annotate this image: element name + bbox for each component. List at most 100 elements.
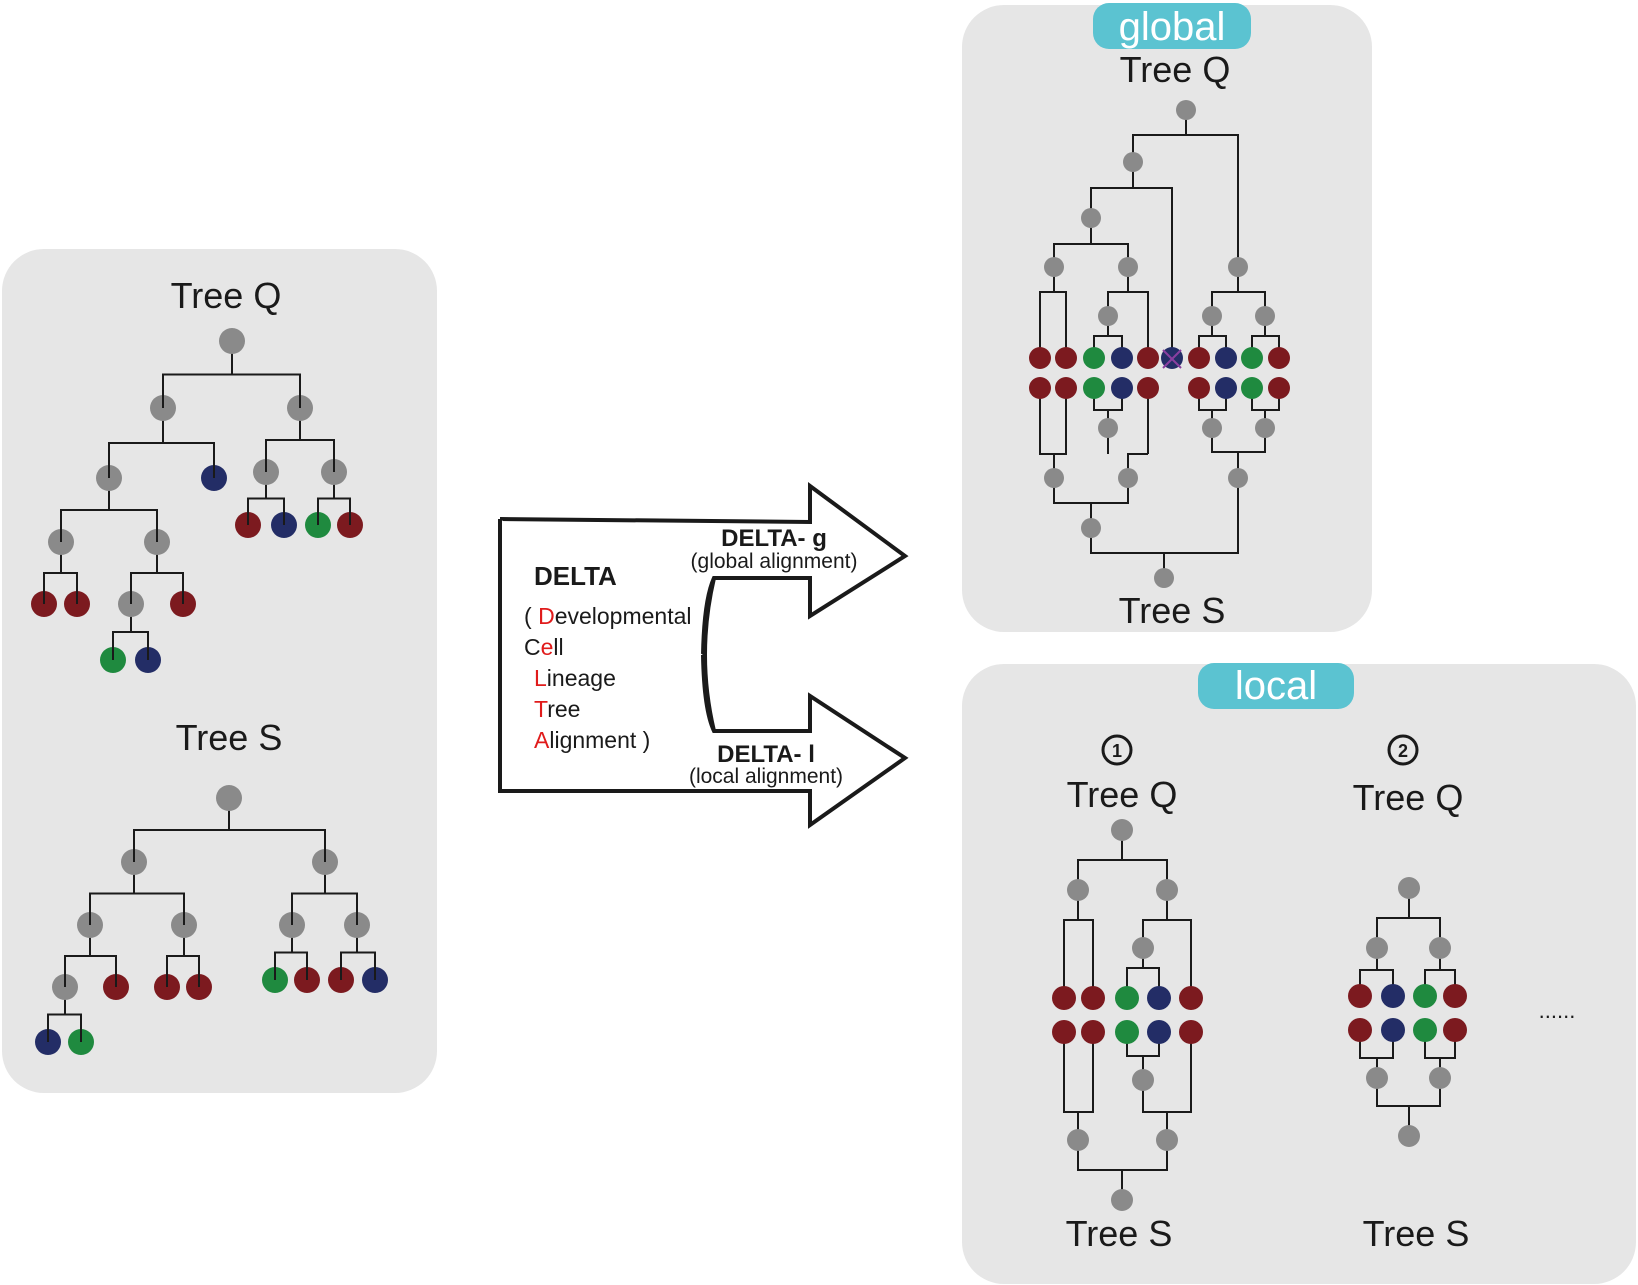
tree-edge	[1132, 134, 1239, 267]
internal-node	[1398, 1125, 1420, 1147]
internal-node	[1154, 568, 1174, 588]
delta-l-description: (local alignment)	[689, 765, 843, 788]
green-cell-node	[1413, 1018, 1437, 1042]
internal-node	[1081, 518, 1101, 538]
red-cell-node	[1137, 347, 1159, 369]
global-tree-s-label: Tree S	[1119, 590, 1226, 631]
panel-background	[962, 5, 1372, 632]
tree-edge	[130, 572, 184, 604]
acronym-line: Cell	[524, 634, 564, 660]
blue-cell-node	[1147, 986, 1171, 1010]
local-badge	[1198, 663, 1354, 709]
delta-l-label: DELTA- l	[717, 741, 815, 768]
tree-edge	[162, 373, 301, 408]
red-cell-node	[1055, 377, 1077, 399]
global-badge-text: global	[1119, 5, 1226, 49]
global-badge	[1093, 3, 1251, 49]
tree-edge	[1376, 917, 1441, 948]
internal-node	[216, 785, 242, 811]
delta-g-label: DELTA- g	[721, 525, 827, 552]
global-tree-q-label: Tree Q	[1120, 49, 1231, 90]
alignment-2-number-icon	[1387, 734, 1419, 766]
delta-title: DELTA	[534, 561, 617, 591]
tree-edge	[64, 955, 117, 987]
tree-edge	[47, 1013, 82, 1042]
internal-node	[1098, 418, 1118, 438]
global-alignment-panel: global Tree Q Tree S	[962, 3, 1372, 632]
blue-cell-node	[1215, 377, 1237, 399]
internal-node	[1118, 468, 1138, 488]
red-cell-node	[1268, 347, 1290, 369]
internal-node	[1067, 1129, 1089, 1151]
internal-node	[1176, 100, 1196, 120]
unmatched-cell-cross-icon	[1162, 349, 1182, 369]
red-cell-node	[1081, 986, 1105, 1010]
red-cell-node	[1179, 986, 1203, 1010]
internal-node	[1067, 879, 1089, 901]
tree-edge	[1090, 187, 1173, 358]
local-alignment-panel: local 1 2 Tree Q Tree Q Tree S Tree S ..…	[962, 663, 1636, 1284]
internal-node	[1156, 1129, 1178, 1151]
blue-cell-node	[1381, 984, 1405, 1008]
panel-background	[2, 249, 437, 1093]
tree-edge	[89, 892, 185, 925]
red-cell-node	[1188, 377, 1210, 399]
internal-node	[1228, 257, 1248, 277]
local-badge-text: local	[1235, 664, 1317, 708]
red-cell-node	[1179, 1020, 1203, 1044]
red-cell-node	[1348, 984, 1372, 1008]
blue-cell-node	[1111, 347, 1133, 369]
internal-node	[1366, 1067, 1388, 1089]
internal-node	[1044, 468, 1064, 488]
green-cell-node	[1083, 347, 1105, 369]
internal-node	[1132, 937, 1154, 959]
tree-edge	[1063, 919, 1094, 998]
red-cell-node	[1443, 984, 1467, 1008]
tree-edge	[1039, 291, 1067, 358]
internal-node	[1132, 1069, 1154, 1091]
red-cell-node	[1188, 347, 1210, 369]
internal-node	[1398, 877, 1420, 899]
tree-edge	[166, 955, 200, 987]
acronym-line: Lineage	[534, 665, 616, 691]
red-cell-node	[1137, 377, 1159, 399]
green-cell-node	[1083, 377, 1105, 399]
tree-edge	[43, 572, 78, 604]
tree-edge	[1126, 967, 1160, 998]
internal-node	[1123, 152, 1143, 172]
red-cell-node	[1348, 1018, 1372, 1042]
internal-node	[1098, 306, 1118, 326]
left-tree-s-label: Tree S	[176, 717, 283, 758]
acronym-line: Alignment )	[534, 727, 650, 753]
tree-edge	[1107, 291, 1149, 358]
tree-edge	[1359, 969, 1394, 996]
tree-edge	[247, 497, 285, 525]
red-cell-node	[1052, 1020, 1076, 1044]
internal-node	[1255, 418, 1275, 438]
tree-edge	[1142, 919, 1192, 998]
red-cell-node	[1268, 377, 1290, 399]
internal-node	[1081, 208, 1101, 228]
green-cell-node	[1115, 1020, 1139, 1044]
local-2-tree-q-label: Tree Q	[1353, 777, 1464, 818]
more-alignments-ellipsis: ......	[1539, 998, 1576, 1023]
internal-node	[1202, 306, 1222, 326]
local-2-tree-s-label: Tree S	[1363, 1213, 1470, 1254]
alignment-2-number: 2	[1398, 741, 1408, 761]
internal-node	[1111, 1189, 1133, 1211]
left-tree-q	[31, 328, 363, 673]
green-cell-node	[1413, 984, 1437, 1008]
tree-edge	[317, 497, 351, 525]
arrow-split-curve	[703, 577, 716, 732]
delta-arrows: DELTA ( Developmental Cell Lineage Tree Alig…	[498, 482, 909, 829]
red-cell-node	[1029, 377, 1051, 399]
global-tree-nodes	[1029, 100, 1290, 588]
delta-acronym: ( Developmental Cell Lineage Tree Alignment …	[524, 603, 692, 753]
red-cell-node	[1055, 347, 1077, 369]
blue-cell-node	[1111, 377, 1133, 399]
internal-node	[1228, 468, 1248, 488]
internal-node	[1429, 937, 1451, 959]
tree-edge	[60, 509, 158, 542]
internal-node	[1429, 1067, 1451, 1089]
